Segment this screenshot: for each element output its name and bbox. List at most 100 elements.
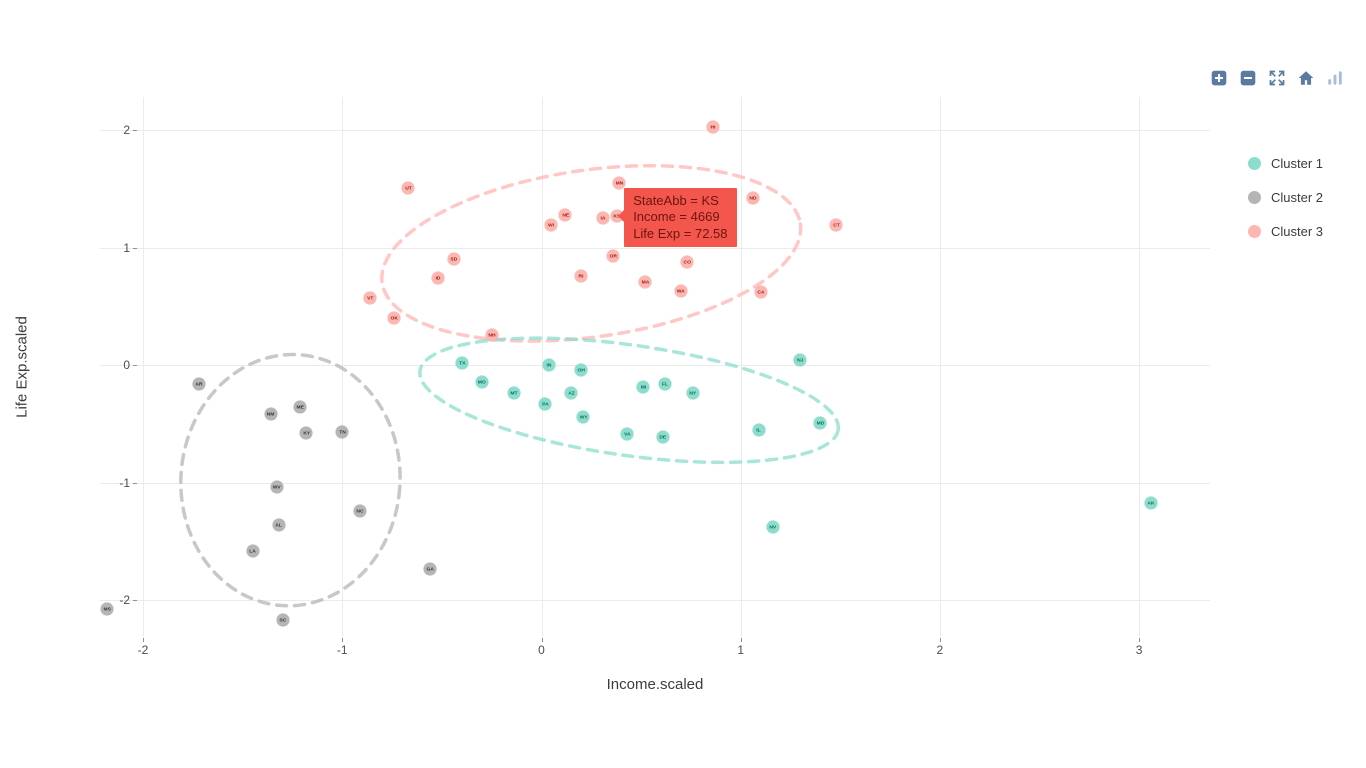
point-RI[interactable]: RI: [574, 269, 588, 283]
point-FL[interactable]: FL: [658, 377, 672, 391]
point-NM[interactable]: NM: [264, 407, 277, 421]
point-ND[interactable]: ND: [746, 191, 760, 205]
point-AK[interactable]: AK: [1144, 496, 1158, 509]
point-NE[interactable]: NE: [558, 208, 572, 222]
point-label-UT: UT: [404, 184, 412, 191]
point-WV[interactable]: WV: [270, 480, 283, 494]
point-label-SD: SD: [450, 256, 458, 262]
point-OK[interactable]: OK: [387, 311, 401, 325]
point-AL[interactable]: AL: [272, 518, 285, 532]
modebar: [1208, 67, 1346, 89]
point-label-PA: PA: [542, 400, 549, 407]
point-label-ND: ND: [749, 195, 757, 201]
gridline-x-3: [1139, 97, 1141, 637]
y-tick-label-1: 1: [123, 240, 130, 255]
tooltip: StateAbb = KS Income = 4669 Life Exp = 7…: [618, 187, 737, 248]
point-AZ[interactable]: AZ: [564, 386, 578, 400]
autoscale-button[interactable]: [1266, 67, 1288, 89]
gridline-y-1: [100, 247, 1210, 249]
point-MN[interactable]: MN: [612, 176, 626, 190]
zoom-out-button[interactable]: [1237, 67, 1259, 89]
point-label-WI: WI: [548, 222, 555, 228]
point-label-VT: VT: [366, 294, 374, 301]
y-tick-label-0: 0: [123, 358, 130, 372]
x-tick-label-3: 3: [1135, 643, 1143, 657]
point-CO[interactable]: CO: [680, 255, 694, 269]
point-IA[interactable]: IA: [596, 211, 610, 225]
point-MA[interactable]: MA: [638, 275, 652, 289]
point-label-NJ: NJ: [797, 357, 804, 363]
point-AR[interactable]: AR: [192, 377, 206, 391]
point-label-OK: OK: [390, 314, 398, 321]
point-TN[interactable]: TN: [335, 425, 349, 439]
point-MS[interactable]: MS: [100, 602, 114, 616]
y-tick-mark-0: [133, 365, 137, 366]
y-tick-label--2: -2: [119, 593, 130, 607]
point-CA[interactable]: CA: [754, 285, 768, 299]
gridline-x-0: [541, 97, 543, 637]
x-tick-label--1: -1: [336, 643, 348, 657]
point-label-NE: NE: [561, 211, 569, 218]
point-MT[interactable]: MT: [507, 386, 521, 400]
point-SC[interactable]: SC: [276, 613, 289, 627]
reset-axes-button[interactable]: [1295, 67, 1317, 89]
point-label-MA: MA: [641, 278, 649, 285]
point-TX[interactable]: TX: [455, 356, 469, 370]
point-label-MN: MN: [615, 179, 623, 186]
points-layer: NJ TX IN OH MO MI FL NY MT AZ PA WY VA DE IL MD NV AK AR ME…: [100, 97, 1210, 637]
legend-label-cluster-3: Cluster 3: [1271, 223, 1324, 239]
point-SD[interactable]: SD: [447, 252, 461, 266]
legend-item-cluster-2[interactable]: Cluster 2: [1248, 180, 1323, 214]
point-LA[interactable]: LA: [246, 544, 260, 558]
plotly-logo-button[interactable]: [1324, 67, 1346, 89]
point-DE[interactable]: DE: [656, 430, 670, 444]
ellipse-layer: [179, 163, 841, 608]
x-tick-label--2: -2: [137, 643, 149, 657]
point-IL[interactable]: IL: [752, 423, 766, 437]
legend-item-cluster-1[interactable]: Cluster 1: [1248, 146, 1323, 180]
legend-item-cluster-3[interactable]: Cluster 3: [1248, 214, 1323, 248]
point-MI[interactable]: MI: [636, 380, 650, 394]
point-GA[interactable]: GA: [423, 562, 437, 576]
point-VA[interactable]: VA: [620, 427, 634, 441]
point-WA[interactable]: WA: [674, 284, 688, 298]
point-label-VA: VA: [623, 431, 631, 437]
point-WI[interactable]: WI: [544, 218, 558, 232]
point-NH[interactable]: NH: [485, 328, 499, 341]
zoom-in-button[interactable]: [1208, 67, 1230, 89]
point-NJ[interactable]: NJ: [793, 353, 807, 367]
point-label-FL: FL: [661, 380, 669, 387]
point-label-HI: HI: [710, 123, 716, 129]
gridline-x--2: [143, 97, 144, 637]
plot-area: NJ TX IN OH MO MI FL NY MT AZ PA WY VA DE IL MD NV AK AR ME…: [100, 97, 1210, 637]
point-ME[interactable]: ME: [293, 400, 307, 414]
point-label-SC: SC: [279, 616, 286, 623]
point-NV[interactable]: NV: [766, 520, 779, 534]
x-tick-mark-1: [740, 638, 742, 642]
point-label-NV: NV: [769, 524, 776, 530]
point-label-AK: AK: [1147, 499, 1155, 505]
point-PA[interactable]: PA: [538, 397, 552, 411]
point-label-IA: IA: [600, 215, 606, 221]
point-CT[interactable]: CT: [829, 218, 843, 232]
point-MD[interactable]: MD: [813, 416, 827, 430]
point-NC[interactable]: NC: [353, 504, 367, 518]
point-OH[interactable]: OH: [574, 363, 588, 377]
point-MO[interactable]: MO: [475, 375, 489, 388]
point-HI[interactable]: HI: [706, 120, 720, 133]
y-tick-mark--2: [133, 600, 137, 601]
point-IN[interactable]: IN: [542, 358, 556, 372]
point-KY[interactable]: KY: [299, 426, 313, 440]
point-label-OH: OH: [577, 366, 586, 373]
point-NY[interactable]: NY: [686, 386, 700, 400]
point-ID[interactable]: ID: [431, 271, 445, 285]
point-label-AR: AR: [195, 380, 203, 387]
point-label-KS: KS: [613, 212, 621, 219]
y-tick-mark-2: [133, 130, 137, 131]
point-WY[interactable]: WY: [576, 410, 590, 424]
point-label-KY: KY: [302, 430, 310, 436]
point-VT[interactable]: VT: [363, 291, 377, 305]
point-UT[interactable]: UT: [401, 181, 415, 195]
point-OR[interactable]: OR: [606, 249, 620, 263]
y-tick-mark--1: [133, 482, 137, 484]
